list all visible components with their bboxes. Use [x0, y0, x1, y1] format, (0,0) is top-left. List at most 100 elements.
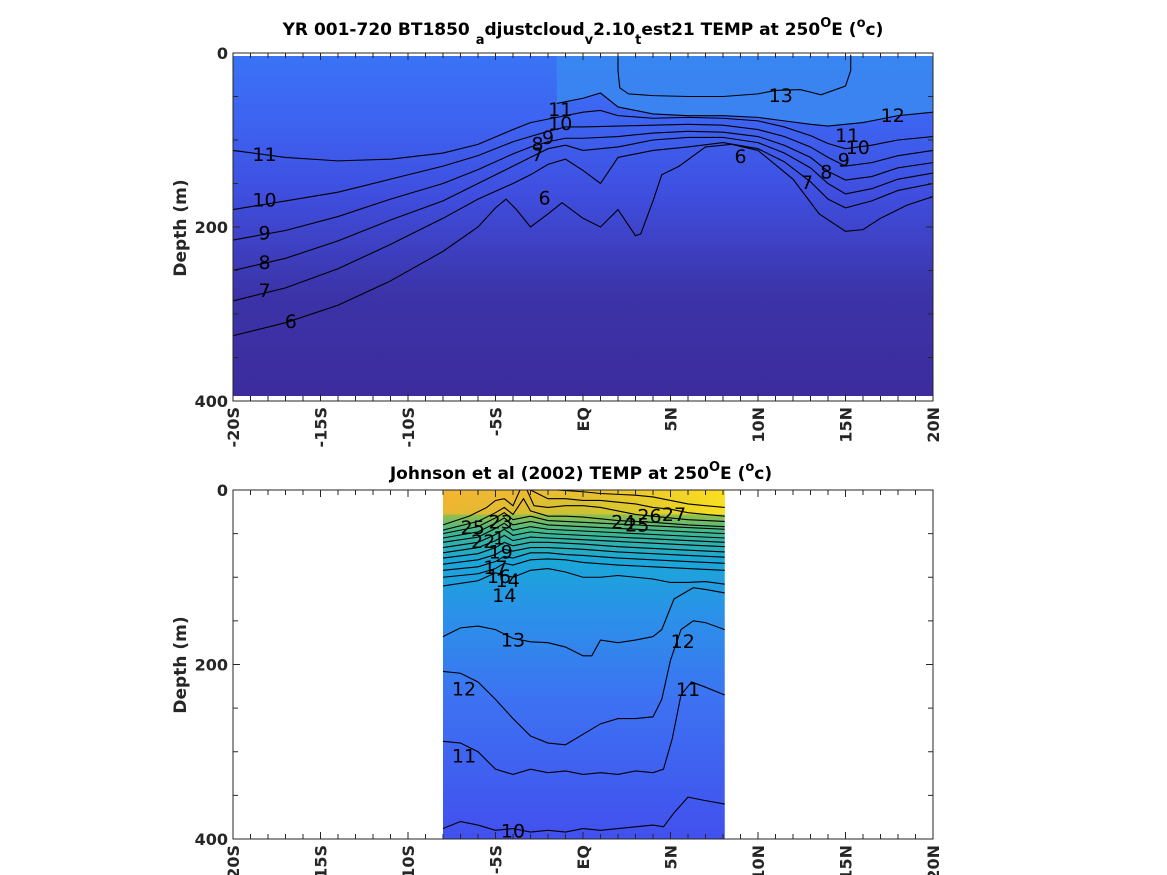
x-tick-label: -20S [224, 407, 243, 447]
contour-19 [442, 534, 725, 554]
contour-label: 6 [734, 146, 746, 168]
bottom-y-axis-label: Depth (m) [171, 616, 191, 713]
top-chart-title: YR 001-720 BT1850 adjustcloudv2.10test21… [282, 16, 884, 48]
y-tick-label: 0 [217, 481, 228, 500]
x-tick-label: -15S [312, 845, 331, 875]
contour-label: 8 [531, 134, 543, 156]
top-y-axis-label: Depth (m) [171, 179, 191, 276]
x-tick-label: 20N [924, 407, 943, 443]
contour-21 [442, 522, 725, 543]
contour-label: 12 [452, 678, 476, 700]
contour-20 [442, 528, 725, 549]
x-tick-label: EQ [574, 845, 593, 870]
contour-label: 10 [548, 113, 572, 135]
contour-label: 17 [483, 557, 507, 579]
y-tick-label: 400 [195, 830, 228, 849]
x-tick-label: 20N [924, 845, 943, 875]
contour-label: 25 [625, 514, 649, 536]
contour-label: 27 [662, 504, 686, 526]
x-tick-label: 15N [837, 407, 856, 443]
contour-label: 12 [671, 631, 695, 653]
contour-13 [617, 54, 852, 98]
contour-9 [232, 130, 934, 241]
contour-label: 16 [487, 566, 511, 588]
x-tick-label: 15N [837, 845, 856, 875]
contour-label: 25 [461, 517, 485, 539]
contour-7 [232, 142, 934, 302]
contour-label: 10 [252, 189, 276, 211]
contour-label: 10 [846, 137, 870, 159]
x-tick-label: -20S [224, 845, 243, 875]
contour-25 [442, 489, 725, 526]
y-tick-label: 200 [195, 656, 228, 675]
contour-label: 14 [492, 585, 516, 607]
contour-12 [442, 620, 725, 746]
bottom-axis-ticks: -20S -15S -10S -5S EQ 5N 10N 15N 20N 0 200 400 [195, 481, 943, 875]
contour-label: 13 [501, 629, 525, 651]
y-tick-label: 200 [195, 218, 228, 237]
contour-label: 13 [769, 85, 793, 107]
contour-label: 10 [501, 821, 525, 843]
x-tick-label: EQ [574, 407, 593, 432]
y-tick-label: 0 [217, 44, 228, 63]
contour-label: 11 [548, 99, 572, 121]
bottom-contour-lines [442, 489, 725, 833]
contour-label: 12 [881, 105, 905, 127]
contour-label: 11 [452, 745, 476, 767]
contour-label: 11 [676, 679, 700, 701]
top-contour-lines [232, 54, 934, 337]
contour-13 [442, 587, 725, 657]
contour-label: 7 [258, 280, 270, 302]
top-warm-surface-cap [556, 56, 933, 127]
contour-23 [442, 512, 725, 535]
contour-10 [442, 796, 725, 833]
top-axis-ticks: -20S -15S -10S -5S EQ 5N 10N 15N 20N 0 200 400 [195, 44, 943, 447]
contour-8 [232, 136, 934, 272]
contour-label: 7 [801, 172, 813, 194]
contour-label: 9 [542, 127, 554, 149]
x-tick-label: 10N [749, 407, 768, 443]
x-tick-label: -10S [399, 845, 418, 875]
contour-label: 24 [611, 512, 635, 534]
contour-26 [530, 489, 725, 517]
contour-label: 26 [637, 506, 661, 528]
contour-label: 6 [538, 188, 550, 210]
bottom-chart: Johnson et al (2002) TEMP at 250OE (oc) … [171, 460, 943, 875]
contour-label: 14 [496, 570, 520, 592]
contour-label: 9 [258, 222, 270, 244]
top-chart: YR 001-720 BT1850 adjustcloudv2.10test21… [171, 16, 943, 447]
contour-label: 22 [471, 531, 495, 553]
contour-10 [232, 123, 934, 211]
x-tick-label: 5N [662, 845, 681, 870]
contour-11 [442, 681, 725, 776]
contour-16 [442, 552, 725, 571]
x-tick-label: 10N [749, 845, 768, 875]
contour-6 [232, 143, 934, 337]
contour-12 [556, 92, 934, 127]
contour-22 [442, 517, 725, 539]
contour-15 [442, 558, 725, 578]
x-tick-label: -5S [487, 845, 506, 874]
contour-27 [556, 489, 725, 508]
contour-label: 1 [493, 527, 505, 549]
contour-label: 11 [252, 144, 276, 166]
contour-label: 8 [820, 162, 832, 184]
contour-18 [442, 541, 725, 559]
contour-17 [442, 547, 725, 565]
contour-label: 23 [489, 512, 513, 534]
contour-label: 7 [531, 144, 543, 166]
contour-label: 6 [285, 311, 297, 333]
x-tick-label: -10S [399, 407, 418, 447]
bottom-chart-title: Johnson et al (2002) TEMP at 250OE (oc) [389, 460, 772, 484]
x-tick-label: -5S [487, 407, 506, 436]
contour-14 [442, 567, 725, 587]
contour-label: 8 [258, 252, 270, 274]
contour-11 [232, 109, 934, 162]
y-tick-label: 400 [195, 392, 228, 411]
contour-label: 19 [489, 541, 513, 563]
contour-24 [442, 497, 725, 531]
x-tick-label: 5N [662, 407, 681, 432]
